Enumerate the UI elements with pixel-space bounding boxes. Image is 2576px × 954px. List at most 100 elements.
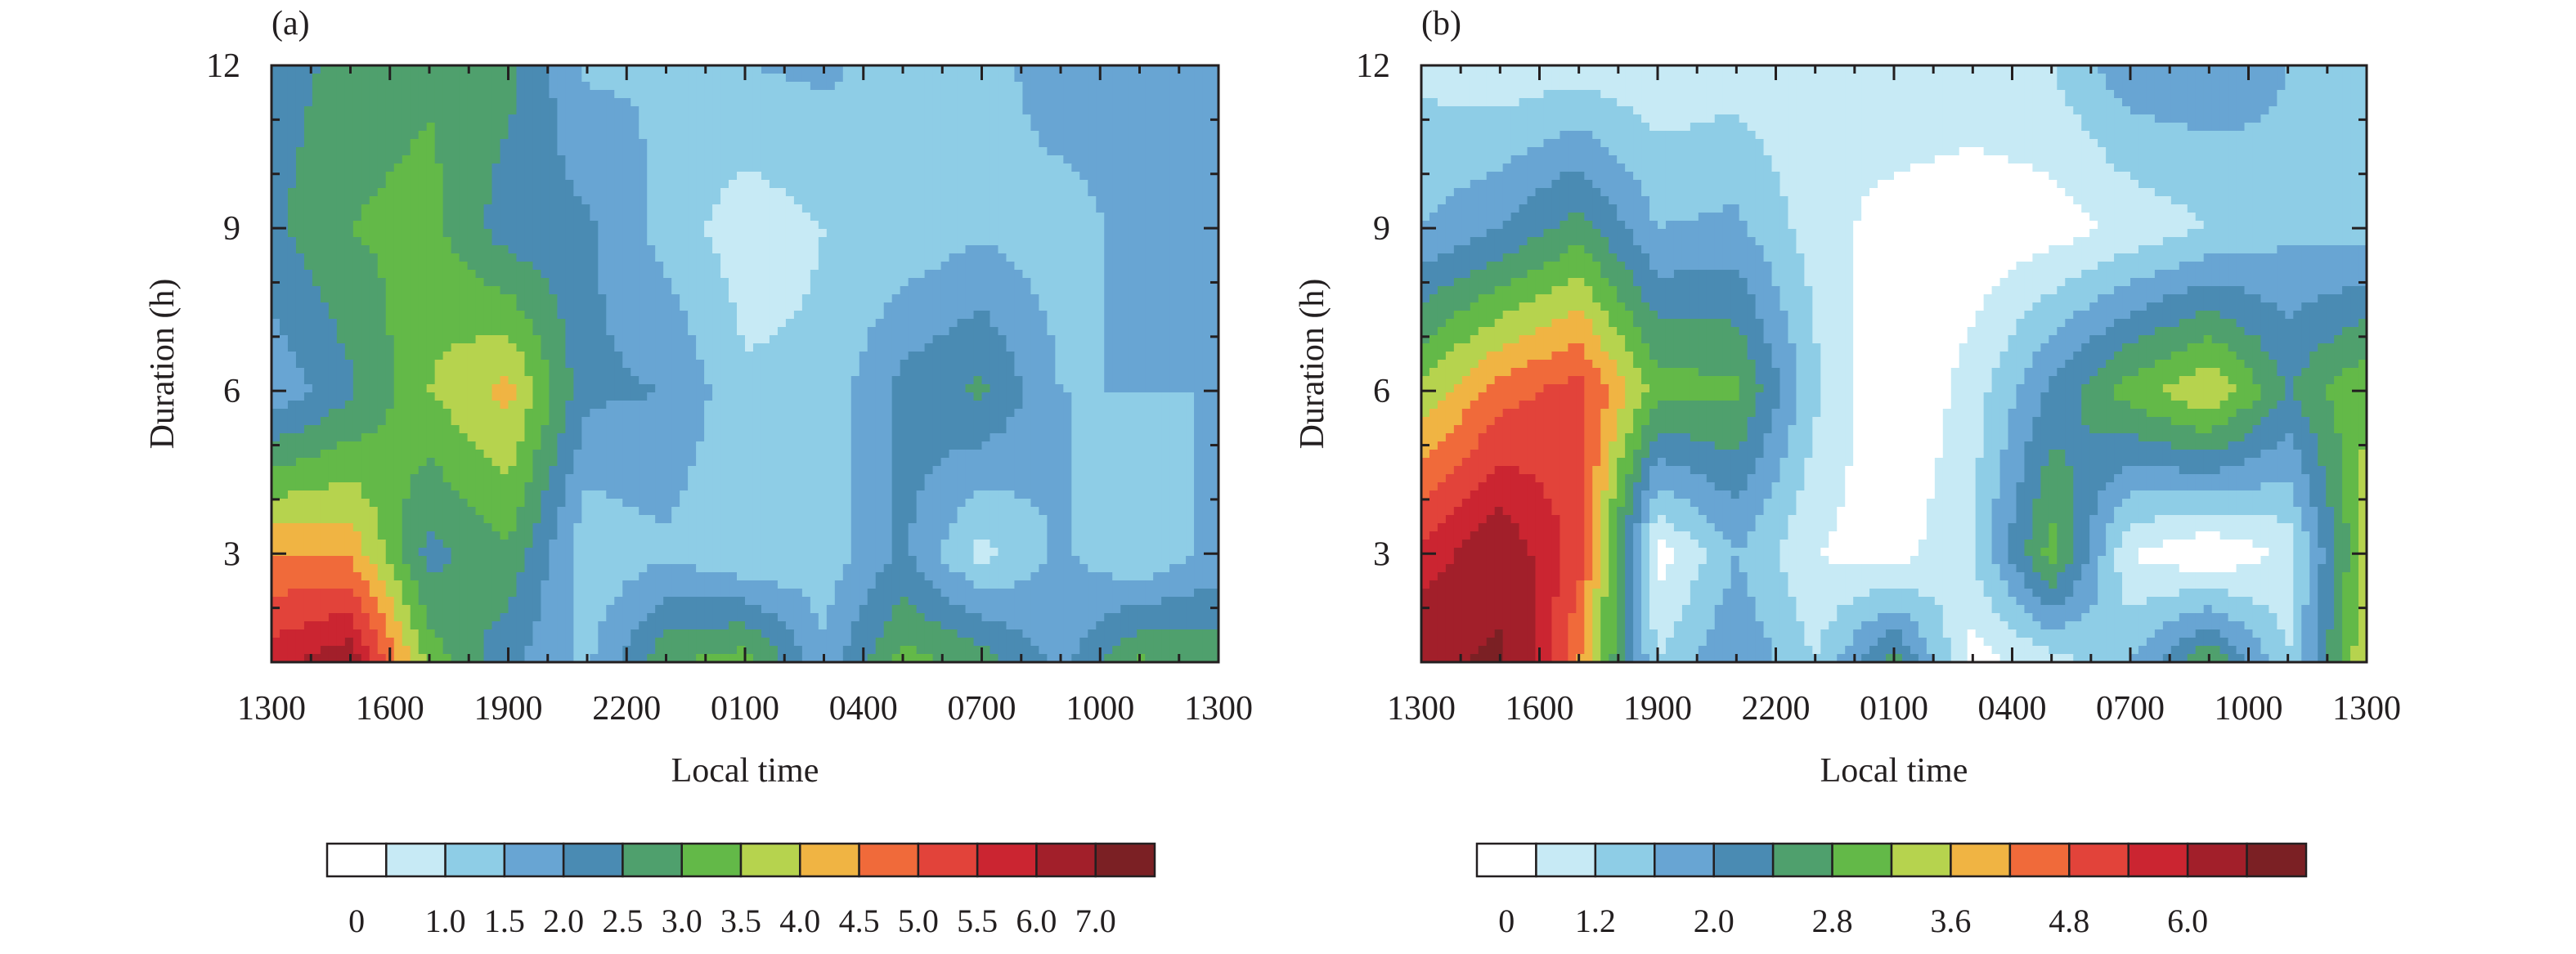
contour-cell bbox=[1079, 401, 1088, 410]
contour-cell bbox=[1178, 262, 1187, 271]
contour-cell bbox=[752, 229, 762, 238]
contour-cell bbox=[801, 327, 811, 336]
contour-cell bbox=[729, 262, 738, 271]
contour-cell bbox=[434, 384, 444, 393]
contour-cell bbox=[1161, 106, 1170, 115]
contour-cell bbox=[826, 131, 836, 140]
contour-cell bbox=[606, 106, 615, 115]
contour-cell bbox=[663, 327, 672, 336]
contour-cell bbox=[272, 409, 280, 418]
contour-cell bbox=[606, 376, 615, 385]
contour-cell bbox=[369, 237, 379, 246]
contour-cell bbox=[932, 278, 942, 287]
contour-cell bbox=[712, 335, 721, 344]
contour-cell bbox=[287, 74, 297, 83]
contour-cell bbox=[320, 401, 330, 410]
contour-cell bbox=[752, 409, 762, 418]
contour-cell bbox=[361, 155, 370, 164]
contour-cell bbox=[565, 294, 574, 303]
contour-cell bbox=[801, 221, 811, 230]
contour-cell bbox=[451, 188, 460, 197]
contour-cell bbox=[312, 90, 321, 99]
contour-cell bbox=[303, 229, 313, 238]
contour-cell bbox=[295, 245, 305, 254]
contour-cell bbox=[426, 262, 436, 271]
contour-cell bbox=[1194, 147, 1203, 156]
contour-cell bbox=[1129, 114, 1138, 123]
contour-cell bbox=[663, 294, 672, 303]
contour-cell bbox=[622, 221, 631, 230]
contour-cell bbox=[1153, 335, 1162, 344]
contour-cell bbox=[361, 401, 370, 410]
contour-cell bbox=[688, 311, 697, 320]
contour-cell bbox=[312, 302, 321, 311]
contour-cell bbox=[279, 106, 289, 115]
contour-cell bbox=[344, 343, 354, 352]
contour-cell bbox=[1186, 188, 1195, 197]
contour-cell bbox=[1088, 180, 1097, 189]
contour-cell bbox=[712, 180, 721, 189]
contour-cell bbox=[688, 139, 697, 148]
contour-cell bbox=[573, 123, 582, 132]
contour-cell bbox=[532, 237, 542, 246]
contour-cell bbox=[1169, 360, 1178, 369]
contour-cell bbox=[1047, 139, 1056, 148]
contour-cell bbox=[793, 163, 803, 172]
contour-cell bbox=[1047, 352, 1056, 361]
contour-cell bbox=[451, 90, 460, 99]
contour-cell bbox=[916, 196, 926, 205]
contour-cell bbox=[1096, 155, 1105, 164]
contour-cell bbox=[622, 188, 631, 197]
contour-cell bbox=[344, 155, 354, 164]
contour-cell bbox=[590, 401, 599, 410]
contour-cell bbox=[1055, 139, 1064, 148]
contour-cell bbox=[745, 172, 754, 181]
contour-cell bbox=[426, 327, 436, 336]
contour-cell bbox=[508, 74, 518, 83]
contour-cell bbox=[891, 327, 901, 336]
contour-cell bbox=[272, 180, 280, 189]
contour-cell bbox=[957, 155, 967, 164]
contour-cell bbox=[639, 343, 648, 352]
contour-cell bbox=[475, 270, 485, 279]
contour-cell bbox=[940, 237, 950, 246]
contour-cell bbox=[1194, 343, 1203, 352]
contour-cell bbox=[745, 360, 754, 369]
contour-cell bbox=[1153, 294, 1162, 303]
contour-cell bbox=[940, 343, 950, 352]
contour-cell bbox=[312, 155, 321, 164]
contour-cell bbox=[541, 229, 550, 238]
contour-cell bbox=[949, 123, 958, 132]
contour-cell bbox=[573, 139, 582, 148]
contour-cell bbox=[565, 172, 574, 181]
contour-cell bbox=[655, 319, 664, 328]
contour-cell bbox=[402, 131, 411, 140]
contour-cell bbox=[998, 294, 1008, 303]
contour-cell bbox=[1063, 229, 1072, 238]
contour-cell bbox=[663, 114, 672, 123]
contour-cell bbox=[655, 237, 664, 246]
contour-cell bbox=[393, 196, 403, 205]
contour-cell bbox=[581, 98, 590, 107]
contour-cell bbox=[932, 139, 942, 148]
contour-cell bbox=[402, 335, 411, 344]
contour-cell bbox=[1145, 221, 1154, 230]
contour-cell bbox=[1088, 196, 1097, 205]
contour-cell bbox=[990, 286, 999, 295]
contour-cell bbox=[777, 278, 787, 287]
contour-cell bbox=[336, 237, 346, 246]
contour-cell bbox=[1030, 114, 1039, 123]
contour-cell bbox=[508, 82, 518, 91]
contour-cell bbox=[1145, 245, 1154, 254]
contour-cell bbox=[279, 237, 289, 246]
contour-cell bbox=[272, 163, 280, 172]
contour-cell bbox=[680, 343, 689, 352]
contour-cell bbox=[312, 245, 321, 254]
contour-cell bbox=[785, 335, 795, 344]
contour-cell bbox=[712, 74, 721, 83]
contour-cell bbox=[402, 204, 411, 213]
contour-cell bbox=[581, 221, 590, 230]
contour-cell bbox=[410, 245, 420, 254]
contour-cell bbox=[393, 131, 403, 140]
contour-cell bbox=[434, 139, 444, 148]
